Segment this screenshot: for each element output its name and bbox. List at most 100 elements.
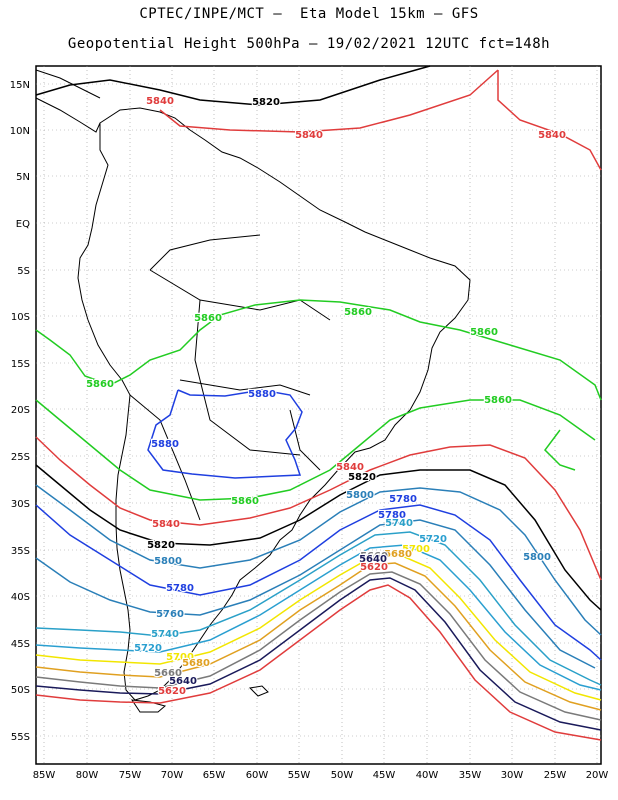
coastline-path — [149, 234, 261, 271]
lat-tick-label: 20S — [11, 405, 30, 416]
lon-tick-label: 55W — [288, 770, 311, 781]
contour-5820-line — [35, 65, 431, 106]
lon-tick-label: 60W — [246, 770, 269, 781]
contour-5820-line — [35, 464, 602, 611]
lat-tick-label: 50S — [11, 685, 30, 696]
lon-tick-label: 85W — [33, 770, 56, 781]
lat-tick-label: 5N — [16, 172, 30, 183]
lon-tick-label: 20W — [586, 770, 609, 781]
contour-label: 5780 — [166, 583, 194, 594]
lon-tick-label: 70W — [161, 770, 184, 781]
contour-labels: 5880588058805880586058605860586058605860… — [85, 95, 567, 698]
lat-tick-label: 15S — [11, 359, 30, 370]
contour-label: 5800 — [346, 490, 374, 501]
coastline-path — [179, 379, 311, 396]
lat-tick-label: 55S — [11, 732, 30, 743]
lat-tick-label: 40S — [11, 592, 30, 603]
contour-label: 5880 — [151, 439, 179, 450]
lat-tick-label: 15N — [10, 80, 30, 91]
contour-label: 5820 — [252, 97, 280, 108]
coastline-path — [248, 685, 269, 697]
contour-5800-line — [35, 484, 602, 636]
contour-label: 5780 — [389, 494, 417, 505]
coastline-path — [77, 107, 471, 701]
contour-5620-line — [35, 584, 602, 741]
contour-5700-line — [35, 554, 602, 701]
contour-label: 5860 — [470, 327, 498, 338]
contour-label: 5860 — [484, 395, 512, 406]
coastlines — [35, 69, 471, 713]
contour-5680-line — [35, 562, 602, 711]
coastline-path — [149, 269, 331, 321]
contour-label: 5840 — [295, 130, 323, 141]
lat-tick-label: 45S — [11, 639, 30, 650]
contour-label: 5800 — [523, 552, 551, 563]
contour-label: 5860 — [231, 496, 259, 507]
contour-label: 5720 — [419, 534, 447, 545]
lon-tick-label: 45W — [373, 770, 396, 781]
lon-tick-label: 65W — [203, 770, 226, 781]
lat-tick-label: 5S — [17, 266, 30, 277]
contour-label: 5860 — [194, 313, 222, 324]
contour-5880-line — [147, 389, 303, 479]
contour-label: 5660 — [360, 551, 388, 562]
contour-5840-line — [35, 436, 602, 581]
lon-tick-label: 25W — [544, 770, 567, 781]
contour-label: 5860 — [194, 313, 222, 324]
contour-label: 5840 — [152, 519, 180, 530]
contour-label: 5680 — [182, 658, 210, 669]
contour-5860-line — [544, 429, 576, 471]
coastline-path — [289, 409, 321, 471]
contour-label: 5860 — [86, 379, 114, 390]
contour-label: 5760 — [156, 609, 184, 620]
map-grid — [36, 66, 601, 764]
title-line-1: CPTEC/INPE/MCT – Eta Model 15km – GFS — [139, 6, 479, 22]
contour-5660-line — [35, 571, 602, 721]
contour-label: 5880 — [248, 389, 276, 400]
lon-tick-label: 40W — [416, 770, 439, 781]
contour-5720-line — [35, 544, 602, 691]
lon-tick-label: 75W — [119, 770, 142, 781]
contour-label: 5640 — [359, 554, 387, 565]
contour-5780-line — [35, 504, 602, 661]
contour-label: 5860 — [344, 307, 372, 318]
axis-ticks: 15N 10N 5N EQ 5S 10S 15S 20S 25S 30S 35S 40S 45S 50S 5… — [10, 80, 609, 781]
contour-label: 5840 — [146, 96, 174, 107]
contour-label: 5880 — [151, 439, 179, 450]
contour-label: 5680 — [384, 549, 412, 560]
contour-5860-line — [35, 399, 596, 501]
contour-label: 5820 — [348, 472, 376, 483]
contour-5840-line — [497, 70, 602, 171]
contour-label: 5720 — [134, 643, 162, 654]
title-line-2: Geopotential Height 500hPa – 19/02/2021 … — [67, 36, 551, 52]
contour-label: 5820 — [147, 540, 175, 551]
contour-5840-line — [159, 69, 499, 133]
coastline-path — [35, 69, 101, 99]
lat-tick-label: 25S — [11, 452, 30, 463]
contour-label: 5740 — [385, 518, 413, 529]
contour-label: 5640 — [169, 676, 197, 687]
lat-tick-label: 10S — [11, 312, 30, 323]
contour-5760-line — [35, 519, 596, 669]
coastline-path — [35, 97, 101, 133]
lat-tick-label: 10N — [10, 126, 30, 137]
contour-5740-line — [35, 531, 602, 686]
contour-label: 5840 — [538, 130, 566, 141]
coastline-path — [194, 299, 301, 456]
contour-label: 5620 — [158, 686, 186, 697]
lat-tick-label: 35S — [11, 546, 30, 557]
lon-tick-label: 35W — [459, 770, 482, 781]
contour-label: 5700 — [402, 544, 430, 555]
lat-tick-label: EQ — [16, 219, 30, 230]
lon-tick-label: 80W — [76, 770, 99, 781]
contour-label: 5800 — [154, 556, 182, 567]
contour-5640-line — [35, 577, 602, 731]
contour-lines — [35, 65, 602, 741]
coastline-path — [130, 699, 167, 713]
contour-label: 5660 — [154, 668, 182, 679]
contour-5860-line — [35, 299, 602, 401]
contour-label: 5880 — [248, 389, 276, 400]
lon-tick-label: 30W — [501, 770, 524, 781]
contour-label: 5700 — [166, 652, 194, 663]
